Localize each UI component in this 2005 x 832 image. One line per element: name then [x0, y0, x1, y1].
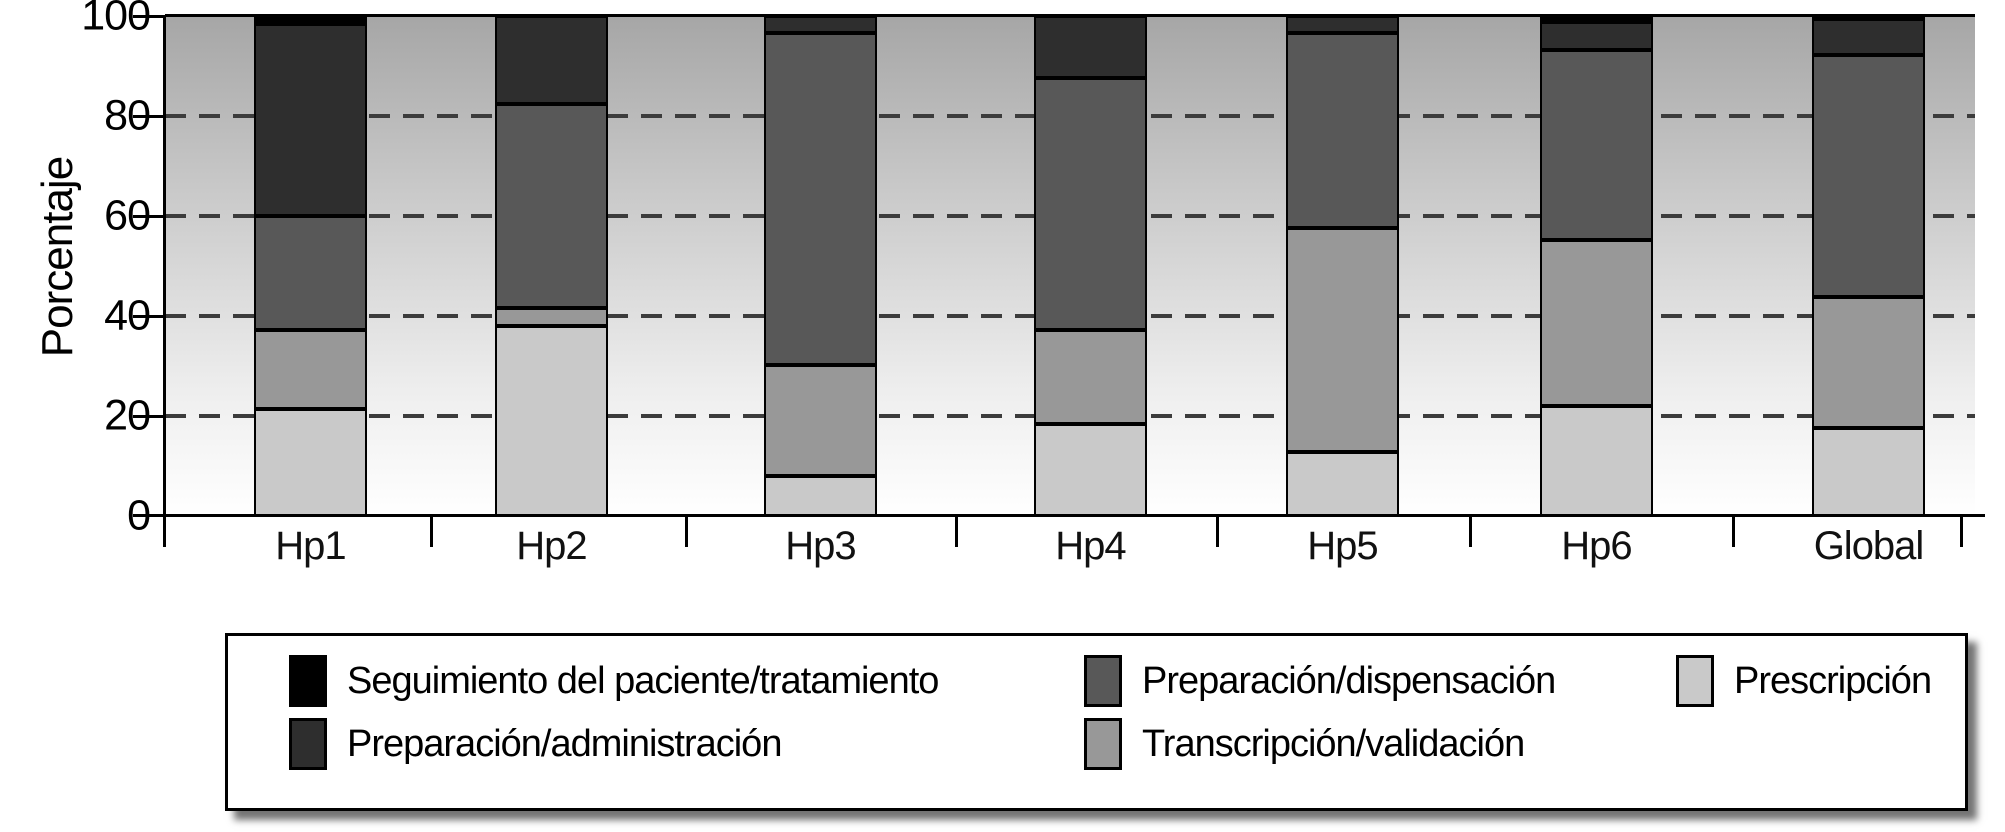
legend-swatch [1084, 655, 1122, 707]
y-axis-tick [133, 15, 165, 18]
bar-segment [254, 23, 367, 216]
bar-segment [1034, 424, 1147, 516]
bar-segment [1812, 18, 1925, 55]
legend-swatch [289, 718, 327, 770]
category-label-Global: Global [1813, 524, 1925, 568]
bar-segment [495, 308, 608, 326]
bar-segment [1812, 55, 1925, 297]
legend-label: Preparación/administración [347, 723, 782, 765]
bar-segment [1812, 297, 1925, 428]
x-axis-tick [685, 517, 688, 547]
plot-area [165, 14, 1975, 516]
legend-label: Preparación/dispensación [1142, 660, 1556, 702]
bar-segment [1034, 78, 1147, 330]
category-label-Hp4: Hp4 [1055, 524, 1126, 568]
category-label-Hp6: Hp6 [1561, 524, 1632, 568]
plot-top-border-line [165, 14, 1975, 17]
x-axis-tick [430, 517, 433, 547]
bar-segment [1540, 16, 1653, 22]
x-axis-tick [1732, 517, 1735, 547]
legend-label: Seguimiento del paciente/tratamiento [347, 660, 939, 702]
bar-segment [1286, 33, 1399, 228]
y-tick-label-60: 60 [104, 191, 151, 240]
bar-Hp4 [1034, 16, 1147, 516]
y-axis-line [163, 15, 166, 547]
bar-Hp5 [1286, 16, 1399, 516]
y-tick-label-80: 80 [104, 91, 151, 140]
y-axis-tick [133, 315, 165, 318]
legend-box: Seguimiento del paciente/tratamiento Prep… [225, 633, 1968, 811]
x-axis-tick [1469, 517, 1472, 547]
legend-swatch [1676, 655, 1714, 707]
bar-segment [764, 16, 877, 33]
x-axis-line [133, 514, 1985, 517]
category-label-Hp3: Hp3 [785, 524, 856, 568]
bar-Hp2 [495, 16, 608, 516]
legend-label: Prescripción [1734, 660, 1932, 702]
x-axis-tick [955, 517, 958, 547]
bar-Global [1812, 14, 1925, 516]
bar-segment [254, 330, 367, 409]
bar-segment [1286, 228, 1399, 452]
bar-segment [1034, 330, 1147, 424]
bar-segment [1540, 406, 1653, 516]
y-axis-tick [133, 415, 165, 418]
bar-segment [254, 216, 367, 330]
y-tick-label-0: 0 [127, 491, 151, 540]
category-label-Hp1: Hp1 [275, 524, 346, 568]
y-axis-tick [133, 215, 165, 218]
legend-swatch [1084, 718, 1122, 770]
category-label-Hp5: Hp5 [1307, 524, 1378, 568]
legend-label: Transcripción/validación [1142, 723, 1525, 765]
bar-segment [1812, 428, 1925, 516]
y-axis-tick [133, 115, 165, 118]
y-axis-title: Porcentaje [33, 156, 82, 358]
bar-segment [1540, 22, 1653, 50]
x-axis-tick [1216, 517, 1219, 547]
y-tick-label-20: 20 [104, 391, 151, 440]
bar-segment [1540, 240, 1653, 406]
bar-segment [254, 16, 367, 24]
bar-segment [495, 326, 608, 516]
bar-Hp3 [764, 16, 877, 516]
y-tick-label-100: 100 [81, 0, 151, 40]
bar-segment [1034, 16, 1147, 78]
x-axis-tick [1960, 517, 1963, 547]
bar-segment [495, 16, 608, 104]
bar-Hp6 [1540, 16, 1653, 516]
bar-segment [764, 33, 877, 365]
bar-segment [764, 476, 877, 516]
bar-segment [254, 409, 367, 516]
bar-segment [495, 103, 608, 308]
bar-segment [764, 365, 877, 476]
legend-swatch [289, 655, 327, 707]
category-label-Hp2: Hp2 [516, 524, 587, 568]
bar-segment [1286, 452, 1399, 516]
bar-segment [1540, 50, 1653, 240]
bar-segment [1286, 16, 1399, 33]
y-tick-label-40: 40 [104, 291, 151, 340]
bar-Hp1 [254, 16, 367, 516]
